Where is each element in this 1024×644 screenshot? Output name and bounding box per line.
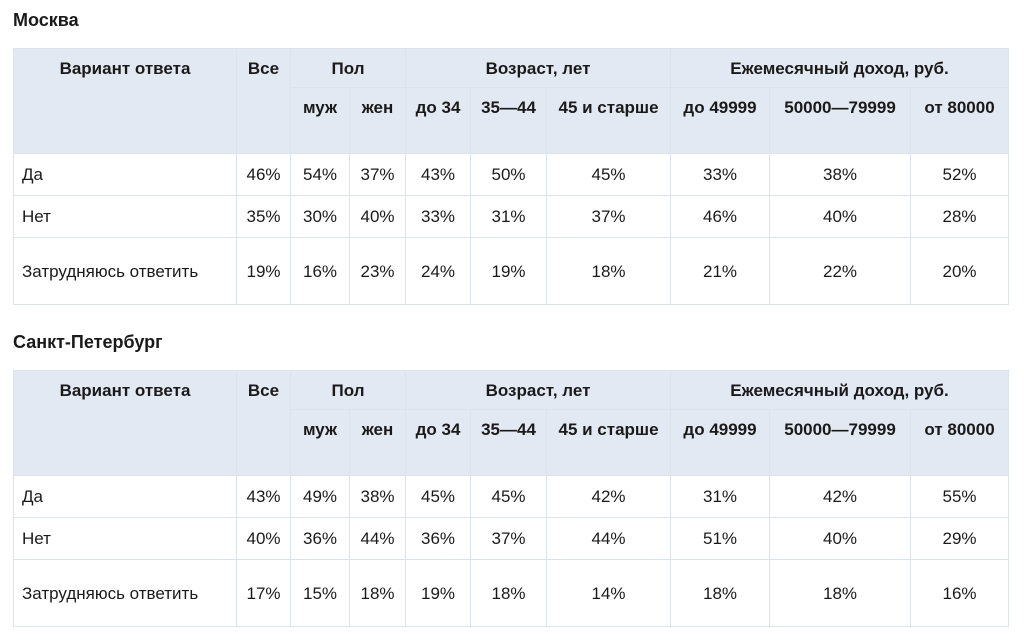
value-cell: 15% <box>290 559 350 627</box>
value-cell: 31% <box>670 475 771 518</box>
value-cell: 18% <box>670 559 771 627</box>
value-cell: 37% <box>348 153 407 196</box>
value-cell: 40% <box>236 517 291 560</box>
value-cell: 43% <box>236 475 291 518</box>
header-income-group: от 80000 <box>910 87 1010 154</box>
row-label: Да <box>13 153 237 196</box>
row-label: Затрудняюсь ответить <box>13 237 237 305</box>
value-cell: 30% <box>290 195 350 238</box>
value-cell: 18% <box>348 559 407 627</box>
header-age-group: до 34 <box>405 409 472 476</box>
value-cell: 43% <box>405 153 472 196</box>
value-cell: 51% <box>670 517 771 560</box>
city-title-spb: Санкт-Петербург <box>13 332 163 352</box>
header-income-group: 50000—79999 <box>769 409 912 476</box>
table-row: Нет 35% 30% 40% 33% 31% 37% 46% 40% 28% <box>13 195 1010 238</box>
value-cell: 17% <box>236 559 291 627</box>
header-age-group: 35—44 <box>470 409 548 476</box>
value-cell: 44% <box>348 517 407 560</box>
value-cell: 37% <box>470 517 548 560</box>
header-answer: Вариант ответа <box>13 48 237 154</box>
city-title-moscow: Москва <box>13 10 79 30</box>
value-cell: 45% <box>405 475 472 518</box>
header-age-group: 45 и старше <box>546 409 672 476</box>
value-cell: 55% <box>910 475 1010 518</box>
value-cell: 46% <box>236 153 291 196</box>
value-cell: 20% <box>910 237 1010 305</box>
value-cell: 45% <box>546 153 672 196</box>
results-table-spb: Вариант ответа Все Пол Возраст, лет Ежем… <box>13 370 1010 627</box>
header-female: жен <box>348 409 407 476</box>
value-cell: 24% <box>405 237 472 305</box>
value-cell: 18% <box>546 237 672 305</box>
header-age-group: 45 и старше <box>546 87 672 154</box>
header-income-group: до 49999 <box>670 87 771 154</box>
value-cell: 44% <box>546 517 672 560</box>
value-cell: 38% <box>769 153 912 196</box>
header-all: Все <box>236 48 291 154</box>
value-cell: 35% <box>236 195 291 238</box>
value-cell: 16% <box>290 237 350 305</box>
value-cell: 40% <box>769 195 912 238</box>
results-table-moscow: Вариант ответа Все Пол Возраст, лет Ежем… <box>13 48 1010 305</box>
value-cell: 45% <box>470 475 548 518</box>
value-cell: 29% <box>910 517 1010 560</box>
value-cell: 19% <box>470 237 548 305</box>
table-row: Нет 40% 36% 44% 36% 37% 44% 51% 40% 29% <box>13 517 1010 560</box>
header-male: муж <box>290 409 350 476</box>
value-cell: 36% <box>405 517 472 560</box>
header-answer: Вариант ответа <box>13 370 237 476</box>
value-cell: 18% <box>769 559 912 627</box>
value-cell: 14% <box>546 559 672 627</box>
value-cell: 33% <box>670 153 771 196</box>
header-income-group: от 80000 <box>910 409 1010 476</box>
row-label: Затрудняюсь ответить <box>13 559 237 627</box>
value-cell: 40% <box>348 195 407 238</box>
value-cell: 40% <box>769 517 912 560</box>
value-cell: 31% <box>470 195 548 238</box>
header-gender: Пол <box>289 48 407 88</box>
value-cell: 18% <box>470 559 548 627</box>
table-row: Да 46% 54% 37% 43% 50% 45% 33% 38% 52% <box>13 153 1010 196</box>
value-cell: 46% <box>670 195 771 238</box>
value-cell: 54% <box>290 153 350 196</box>
value-cell: 23% <box>348 237 407 305</box>
value-cell: 22% <box>769 237 912 305</box>
value-cell: 36% <box>290 517 350 560</box>
header-age: Возраст, лет <box>405 48 672 88</box>
value-cell: 42% <box>769 475 912 518</box>
header-all: Все <box>236 370 291 476</box>
header-male: муж <box>290 87 350 154</box>
header-income: Ежемесячный доход, руб. <box>670 48 1010 88</box>
value-cell: 19% <box>236 237 291 305</box>
header-gender: Пол <box>289 370 407 410</box>
value-cell: 16% <box>910 559 1010 627</box>
header-income-group: до 49999 <box>670 409 771 476</box>
header-age-group: до 34 <box>405 87 472 154</box>
header-income-group: 50000—79999 <box>769 87 912 154</box>
table-row: Затрудняюсь ответить 17% 15% 18% 19% 18%… <box>13 559 1010 627</box>
value-cell: 37% <box>546 195 672 238</box>
value-cell: 49% <box>290 475 350 518</box>
header-income: Ежемесячный доход, руб. <box>670 370 1010 410</box>
table-row: Затрудняюсь ответить 19% 16% 23% 24% 19%… <box>13 237 1010 305</box>
row-label: Нет <box>13 517 237 560</box>
row-label: Да <box>13 475 237 518</box>
value-cell: 33% <box>405 195 472 238</box>
value-cell: 28% <box>910 195 1010 238</box>
header-age-group: 35—44 <box>470 87 548 154</box>
value-cell: 38% <box>348 475 407 518</box>
table-row: Да 43% 49% 38% 45% 45% 42% 31% 42% 55% <box>13 475 1010 518</box>
header-age: Возраст, лет <box>405 370 672 410</box>
value-cell: 52% <box>910 153 1010 196</box>
header-female: жен <box>348 87 407 154</box>
row-label: Нет <box>13 195 237 238</box>
value-cell: 19% <box>405 559 472 627</box>
value-cell: 50% <box>470 153 548 196</box>
value-cell: 21% <box>670 237 771 305</box>
value-cell: 42% <box>546 475 672 518</box>
